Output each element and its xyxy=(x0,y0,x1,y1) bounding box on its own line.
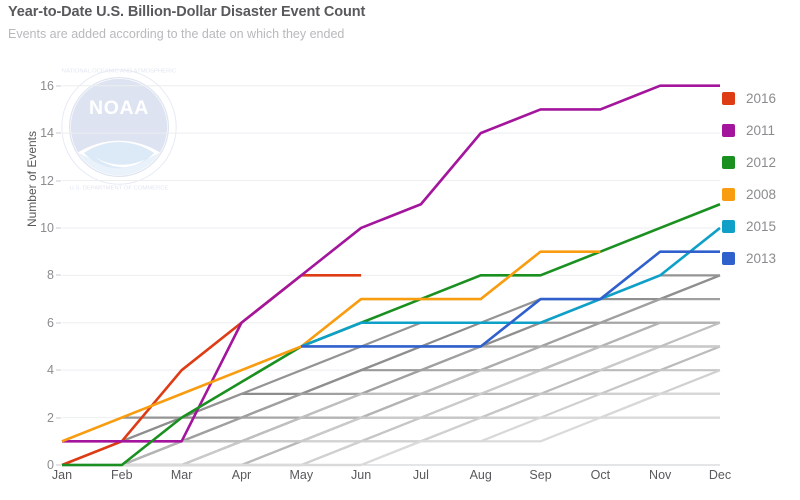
y-axis-tick-mark xyxy=(56,417,61,419)
y-axis-tick-label: 12 xyxy=(40,173,54,188)
legend-item-label: 2013 xyxy=(746,250,777,266)
legend-swatch-icon xyxy=(722,187,735,201)
y-axis-tick-label: 6 xyxy=(47,315,54,330)
x-axis-tick-label: Mar xyxy=(170,468,193,482)
legend-item-label: 2008 xyxy=(746,186,777,202)
series-line-2008 xyxy=(61,250,601,443)
series-line-2013 xyxy=(301,250,720,348)
y-axis-tick-label: 14 xyxy=(40,126,54,141)
y-axis-tick-marks xyxy=(0,62,62,466)
legend-item-label: 2016 xyxy=(746,90,777,106)
legend-swatch-icon xyxy=(722,251,735,265)
chart-svg xyxy=(61,84,721,467)
page-subtitle: Events are added according to the date o… xyxy=(8,27,345,41)
y-axis-tick-mark xyxy=(56,274,61,276)
series-line-2012 xyxy=(62,203,721,467)
series-line-background-19 xyxy=(62,416,720,467)
legend-swatch-icon xyxy=(722,91,735,105)
plot-area: NOAA NATIONAL OCEANIC AND ATMOSPHERIC U.… xyxy=(61,62,721,467)
y-axis-title: Number of Events xyxy=(25,130,39,228)
x-axis-tick-label: May xyxy=(289,468,314,482)
x-axis-tick-label: Jun xyxy=(351,468,372,482)
chart-legend: 2016 2011 2012 2008 2015 2013 xyxy=(722,82,800,274)
y-axis-tick-label: 8 xyxy=(47,268,54,283)
x-axis-tick-label: Sep xyxy=(529,468,552,482)
y-axis-tick-label: 16 xyxy=(40,78,54,93)
legend-item-2011[interactable]: 2011 xyxy=(722,114,800,146)
legend-swatch-icon xyxy=(722,155,735,169)
y-axis-tick-label: 4 xyxy=(47,363,54,378)
y-axis-tick-mark xyxy=(56,227,61,229)
y-axis-tick-mark xyxy=(56,464,61,466)
y-axis-tick-mark xyxy=(56,85,61,87)
x-axis-tick-label: Apr xyxy=(231,468,252,482)
y-axis-tick-mark xyxy=(56,180,61,182)
series-line-background-17 xyxy=(62,321,720,467)
x-axis-tick-label: Aug xyxy=(469,468,492,482)
series-line-2016 xyxy=(61,274,362,467)
y-axis-tick-label: 0 xyxy=(47,458,54,472)
y-axis-tick-label: 2 xyxy=(47,410,54,425)
legend-swatch-icon xyxy=(722,219,735,233)
y-axis-tick-labels: 0 2 4 6 8 10 12 14 16 xyxy=(20,62,54,472)
legend-item-label: 2015 xyxy=(746,218,777,234)
y-axis-tick-mark xyxy=(56,132,61,134)
x-axis-tick-label: Jan xyxy=(51,468,73,482)
x-axis-tick-label: Dec xyxy=(708,468,732,482)
legend-item-2012[interactable]: 2012 xyxy=(722,146,800,178)
series-line-2015 xyxy=(300,226,721,348)
x-axis-tick-label: Oct xyxy=(590,468,611,482)
x-axis-tick-label: Nov xyxy=(649,468,672,482)
legend-item-2015[interactable]: 2015 xyxy=(722,210,800,242)
series-line-background-9 xyxy=(61,274,721,467)
legend-item-2016[interactable]: 2016 xyxy=(722,82,800,114)
x-axis-tick-labels: Jan Feb Mar Apr May Jun Jul Aug Sep Oct Nov Dec xyxy=(52,468,731,492)
y-axis-tick-label: 10 xyxy=(40,220,54,235)
page-title: Year-to-Date U.S. Billion-Dollar Disaste… xyxy=(8,4,366,20)
y-axis-tick-mark xyxy=(56,369,61,371)
legend-item-label: 2011 xyxy=(746,122,776,138)
x-axis-tick-label: Jul xyxy=(412,468,429,482)
y-axis-tick-mark xyxy=(56,322,61,324)
legend-item-label: 2012 xyxy=(746,154,777,170)
series-line-2011 xyxy=(62,84,720,443)
legend-swatch-icon xyxy=(722,123,735,137)
x-axis-tick-label: Feb xyxy=(111,468,133,482)
legend-item-2013[interactable]: 2013 xyxy=(722,242,800,274)
legend-item-2008[interactable]: 2008 xyxy=(722,178,800,210)
